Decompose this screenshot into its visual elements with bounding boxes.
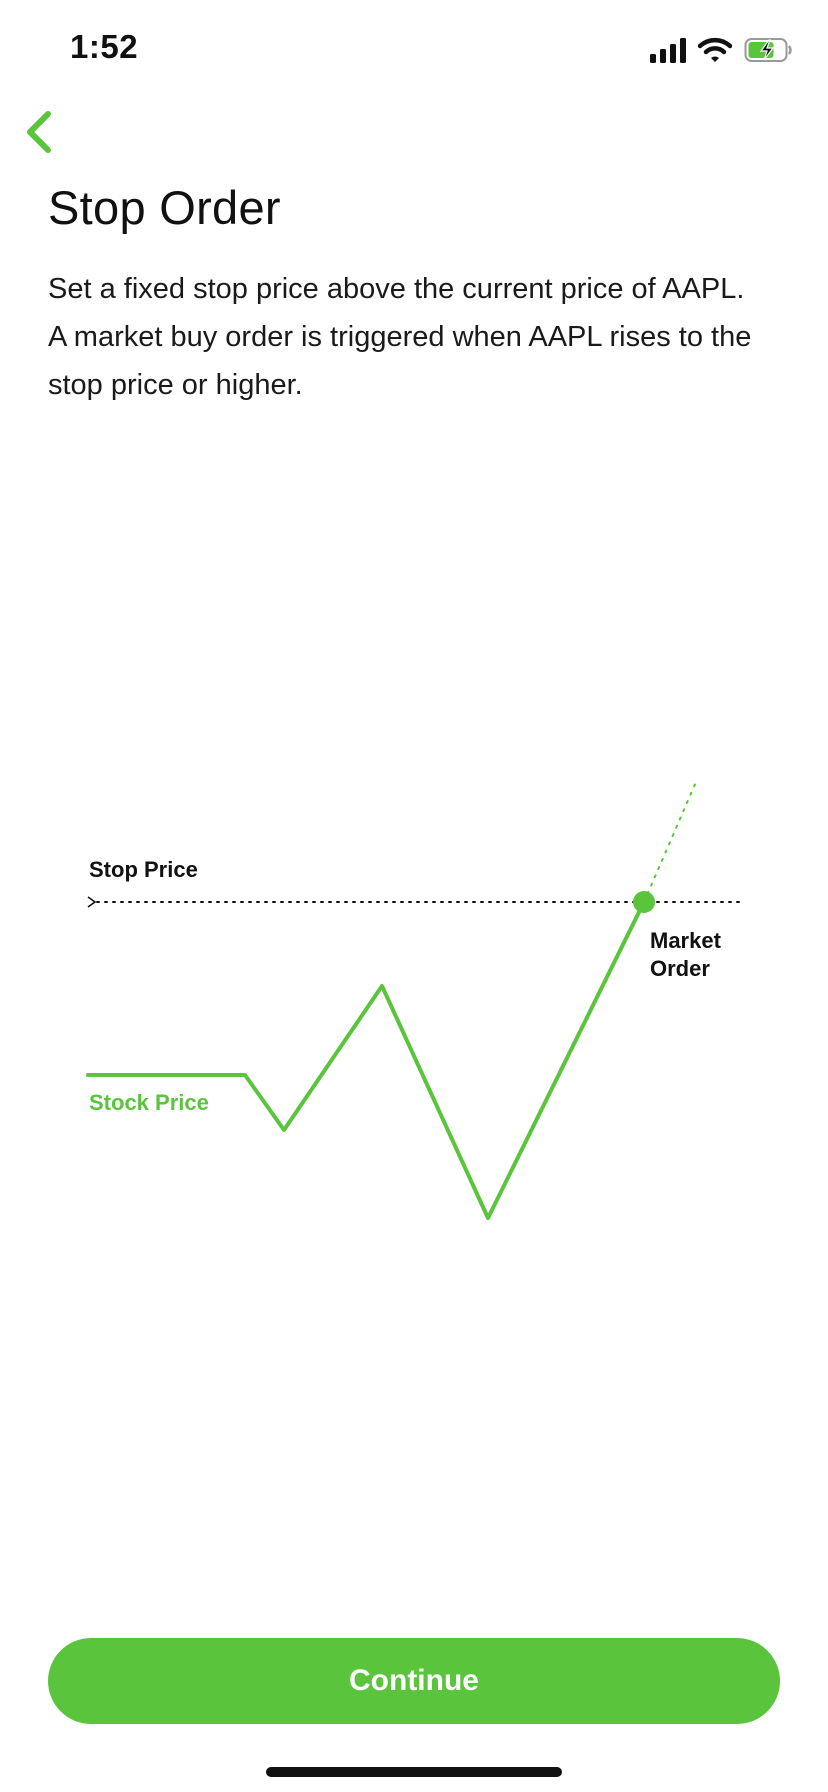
stock-price-line bbox=[86, 900, 646, 1220]
description-text: Set a fixed stop price above the current… bbox=[48, 273, 752, 401]
market-order-label-line1: Market bbox=[650, 928, 722, 953]
stop-order-diagram: Stop Price Market Order Stock Price bbox=[86, 781, 745, 1220]
battery-charging-icon bbox=[744, 38, 792, 62]
projection-line bbox=[643, 781, 697, 903]
wifi-icon bbox=[698, 37, 732, 62]
status-icons bbox=[650, 34, 794, 66]
stock-price-label: Stock Price bbox=[89, 1090, 209, 1115]
stop-price-label: Stop Price bbox=[89, 857, 198, 882]
home-indicator bbox=[266, 1767, 562, 1777]
market-order-label-line2: Order bbox=[650, 956, 710, 981]
chevron-left-icon bbox=[27, 111, 51, 153]
trigger-point bbox=[633, 891, 655, 913]
status-bar: 1:52 bbox=[0, 0, 828, 100]
continue-button[interactable]: Continue bbox=[48, 1638, 780, 1724]
signal-icon bbox=[650, 37, 686, 63]
back-button[interactable] bbox=[18, 104, 78, 164]
page-title: Stop Order bbox=[48, 181, 281, 234]
stop-price-arrow-icon bbox=[87, 896, 97, 908]
status-time: 1:52 bbox=[70, 28, 139, 65]
